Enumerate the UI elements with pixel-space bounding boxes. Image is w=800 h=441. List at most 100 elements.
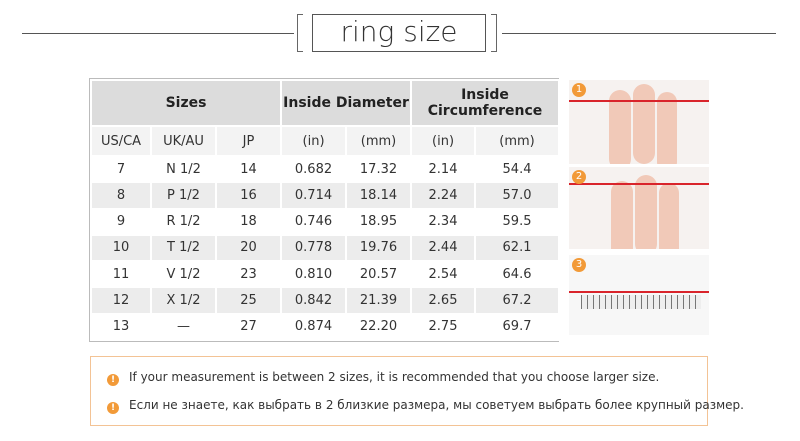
column-header: UK/AU	[150, 125, 217, 157]
thread	[569, 291, 709, 293]
size-table: Sizes Inside Diameter Inside Circumferen…	[89, 78, 561, 342]
table-row: 13—27 0.874 22.20 2.75 69.7	[90, 312, 561, 342]
cell: 0.874	[280, 312, 348, 342]
note: ! If your measurement is between 2 sizes,…	[107, 370, 659, 386]
cell: 27	[214, 312, 283, 342]
column-header: (mm)	[345, 125, 413, 157]
photo: 3	[569, 255, 709, 335]
finger	[611, 181, 633, 249]
group-header: Inside Diameter	[280, 79, 413, 127]
cell: N 1/2	[150, 154, 217, 184]
cell: 0.714	[280, 181, 348, 210]
cell: 11	[90, 260, 152, 289]
cell: 8	[90, 181, 152, 210]
cell: 59.5	[474, 207, 561, 236]
cell: 10	[90, 233, 152, 263]
table-row: 10 T 1/2 20 0.778 19.76 2.44 62.1	[90, 233, 561, 263]
bracket	[297, 14, 303, 52]
column-header: (in)	[410, 125, 477, 157]
notes-box: ! If your measurement is between 2 sizes,…	[90, 356, 744, 426]
finger	[633, 84, 655, 164]
cell: 19.76	[345, 233, 413, 263]
table-row: 11 V 1/2 23 0.810 20.57 2.54 64.6	[90, 260, 561, 289]
column-row: US/CA UK/AU JP (in) (mm) (in) (mm)	[90, 125, 561, 157]
step-number: 2	[572, 170, 586, 184]
cell: 0.842	[280, 286, 348, 315]
table: Sizes Inside Diameter Inside Circumferen…	[89, 79, 561, 342]
cell: X 1/2	[150, 286, 217, 315]
column-header: (mm)	[474, 125, 561, 157]
thread	[569, 183, 709, 185]
photo: 2	[569, 167, 709, 249]
cell: 18.95	[345, 207, 413, 236]
cell: 64.6	[474, 260, 561, 289]
column-header: US/CA	[90, 125, 152, 157]
cell: 54.4	[474, 154, 561, 184]
cell: 0.810	[280, 260, 348, 289]
finger	[609, 90, 631, 164]
photo: 1	[569, 80, 709, 164]
ruler	[581, 295, 701, 309]
cell: 21.39	[345, 286, 413, 315]
cell: 2.34	[410, 207, 477, 236]
info-icon: !	[107, 374, 119, 386]
cell: 17.32	[345, 154, 413, 184]
cell: R 1/2	[150, 207, 217, 236]
cell: 16	[214, 181, 283, 210]
cell: 2.65	[410, 286, 477, 315]
cell: 20.57	[345, 260, 413, 289]
cell: 2.14	[410, 154, 477, 184]
divider	[22, 33, 294, 34]
finger	[659, 183, 679, 249]
cell: 2.75	[410, 312, 477, 342]
cell: 0.778	[280, 233, 348, 263]
cell: V 1/2	[150, 260, 217, 289]
column-header: JP	[214, 125, 283, 157]
cell: P 1/2	[150, 181, 217, 210]
cell: 67.2	[474, 286, 561, 315]
cell: 0.746	[280, 207, 348, 236]
cell: 2.44	[410, 233, 477, 263]
table-row: 12 X 1/2 25 0.842 21.39 2.65 67.2	[90, 286, 561, 315]
cell: 62.1	[474, 233, 561, 263]
step-number: 3	[572, 258, 586, 272]
cell: 25	[214, 286, 283, 315]
note: ! Если не знаете, как выбрать в 2 близкие…	[107, 398, 744, 414]
cell: 18	[214, 207, 283, 236]
cell: 13	[90, 312, 152, 342]
group-row: Sizes Inside Diameter Inside Circumferen…	[89, 79, 561, 127]
bracket	[491, 14, 497, 52]
step-number: 1	[572, 83, 586, 97]
cell: 9	[90, 207, 152, 236]
cell: 22.20	[345, 312, 413, 342]
cell: 7	[90, 154, 152, 184]
cell: 20	[214, 233, 283, 263]
cell: 2.24	[410, 181, 477, 210]
group-header: Sizes	[89, 79, 283, 127]
note-text: If your measurement is between 2 sizes, …	[129, 370, 660, 384]
cell: 57.0	[474, 181, 561, 210]
info-icon: !	[107, 402, 119, 414]
cell: 2.54	[410, 260, 477, 289]
note-text: Если не знаете, как выбрать в 2 близкие …	[129, 398, 744, 412]
thread	[569, 100, 709, 102]
cell: 23	[214, 260, 283, 289]
cell: 14	[214, 154, 283, 184]
divider	[502, 33, 776, 34]
cell: 18.14	[345, 181, 413, 210]
column-header: (in)	[280, 125, 348, 157]
title: ring size	[312, 14, 486, 52]
cell: 69.7	[474, 312, 561, 342]
cell: T 1/2	[150, 233, 217, 263]
finger	[657, 92, 677, 164]
cell: 0.682	[280, 154, 348, 184]
cell: —	[150, 312, 217, 342]
group-header: Inside Circumference	[410, 79, 561, 127]
cell: 12	[90, 286, 152, 315]
finger	[635, 175, 657, 249]
